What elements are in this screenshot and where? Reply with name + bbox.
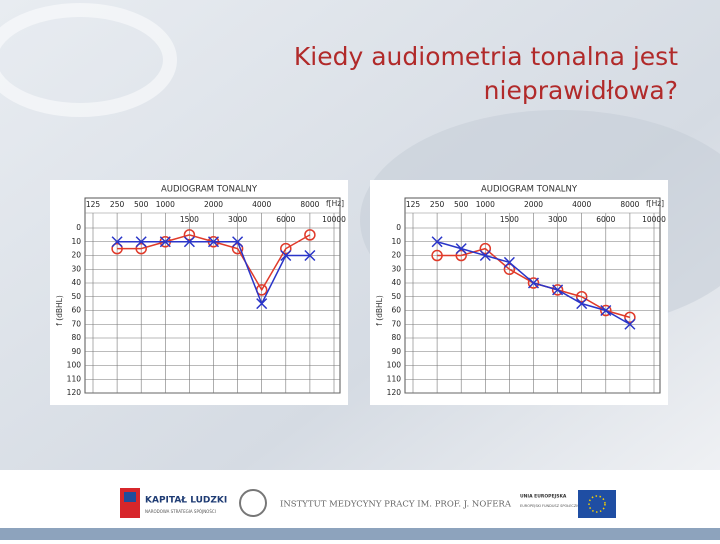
marker-cross	[479, 249, 491, 262]
y-tick-label: 60	[391, 306, 401, 315]
y-tick-label: 30	[71, 264, 81, 273]
marker-cross	[576, 298, 588, 310]
logo-text: UNIA EUROPEJSKA	[520, 494, 567, 500]
x-tick-label: 8000	[300, 200, 319, 209]
y-tick-label: 10	[71, 237, 81, 246]
x-tick-label: 500	[134, 200, 149, 209]
footer-bar	[0, 528, 720, 540]
y-axis-label: f (dBHL)	[375, 295, 384, 326]
x-tick-label: 500	[454, 200, 469, 209]
marker-cross	[256, 298, 268, 310]
y-tick-label: 100	[67, 361, 82, 370]
x-tick-label: 2000	[524, 200, 543, 209]
y-tick-label: 100	[387, 361, 402, 370]
marker-cross	[232, 236, 244, 248]
y-tick-label: 30	[391, 264, 401, 273]
y-tick-label: 40	[391, 278, 401, 287]
marker-circle	[600, 304, 612, 317]
eu-stars	[588, 495, 606, 513]
marker-cross	[135, 236, 147, 248]
chart-panel	[50, 180, 348, 405]
y-tick-label: 40	[71, 278, 81, 287]
x-tick-label: 2000	[204, 200, 223, 209]
y-tick-label: 50	[391, 292, 401, 301]
marker-cross	[624, 318, 636, 330]
x-tick-label: 125	[406, 200, 421, 209]
logo-text: EUROPEJSKI FUNDUSZ SPOŁECZNY	[520, 504, 582, 508]
logo-text: NARODOWA STRATEGIA SPÓJNOŚCI	[145, 509, 216, 514]
eu-flag	[578, 490, 616, 518]
marker-cross	[527, 277, 540, 289]
x-tick-label: 8000	[620, 200, 639, 209]
chart-panel	[370, 180, 668, 405]
marker-circle	[624, 311, 636, 324]
x-tick-label: 250	[110, 200, 125, 209]
marker-cross	[111, 236, 123, 248]
x-tick-label: 250	[430, 200, 445, 209]
marker-cross	[600, 304, 612, 317]
bg-shape	[0, 3, 177, 117]
logo-text: KAPITAŁ LUDZKI	[145, 496, 227, 506]
y-tick-label: 110	[67, 374, 82, 383]
marker-circle	[551, 284, 564, 296]
title-line: Kiedy audiometria tonalna jest	[294, 42, 678, 71]
marker-cross	[159, 236, 171, 248]
x-axis-label: f[Hz]	[326, 199, 344, 208]
y-axis-label: f (dBHL)	[55, 295, 64, 326]
y-tick-label: 90	[71, 347, 81, 356]
marker-circle	[527, 277, 540, 289]
marker-circle	[304, 229, 316, 241]
marker-cross	[431, 236, 443, 248]
chart-title: AUDIOGRAM TONALNY	[481, 185, 578, 195]
marker-circle	[111, 242, 123, 255]
y-tick-label: 20	[71, 251, 81, 260]
x-axis-label: f[Hz]	[646, 199, 664, 208]
y-tick-label: 0	[76, 223, 81, 232]
marker-circle	[280, 242, 292, 255]
logo-text: INSTYTUT MEDYCYNY PRACY IM. PROF. J. NOF…	[280, 500, 512, 510]
marker-cross	[552, 284, 564, 296]
marker-cross	[207, 236, 220, 248]
marker-cross	[304, 249, 316, 262]
x-tick-label: 4000	[252, 200, 271, 209]
marker-cross	[183, 236, 195, 248]
slide-title-line1: Kiedy audiometria tonalna jest nieprawidł…	[294, 42, 678, 105]
y-tick-label: 50	[71, 292, 81, 301]
y-tick-label: 70	[391, 319, 401, 328]
marker-circle	[455, 249, 467, 262]
logo-icon	[124, 492, 136, 502]
y-tick-label: 80	[391, 333, 401, 342]
y-tick-label: 60	[71, 306, 81, 315]
title-line: nieprawidłowa?	[484, 76, 678, 105]
y-tick-label: 70	[71, 319, 81, 328]
marker-circle	[503, 263, 516, 275]
y-tick-label: 0	[396, 223, 401, 232]
marker-circle	[479, 242, 492, 255]
y-tick-label: 110	[387, 374, 402, 383]
x-tick-label: 1000	[156, 200, 175, 209]
y-tick-label: 20	[391, 251, 401, 260]
y-tick-label: 120	[67, 388, 82, 397]
chart-title: AUDIOGRAM TONALNY	[161, 185, 258, 195]
y-tick-label: 10	[391, 237, 401, 246]
marker-cross	[455, 243, 467, 255]
logo-icon	[239, 489, 267, 517]
y-tick-label: 120	[387, 388, 402, 397]
marker-circle	[431, 249, 443, 262]
marker-cross	[503, 256, 515, 268]
marker-circle	[575, 291, 588, 303]
y-tick-label: 90	[391, 347, 401, 356]
marker-circle	[135, 242, 147, 255]
x-tick-label: 4000	[572, 200, 591, 209]
x-tick-label: 125	[86, 200, 101, 209]
marker-circle	[183, 229, 196, 241]
x-tick-label: 1000	[476, 200, 495, 209]
marker-cross	[280, 249, 292, 262]
y-tick-label: 80	[71, 333, 81, 342]
